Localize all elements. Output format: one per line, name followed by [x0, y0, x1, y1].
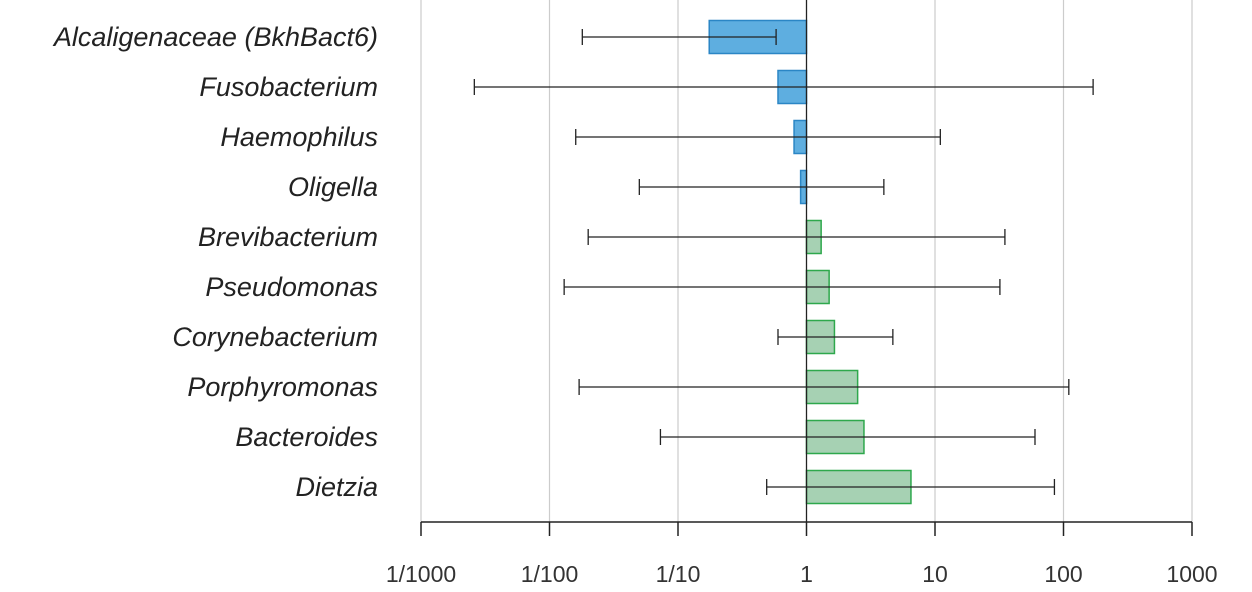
- category-label-2: Haemophilus: [220, 122, 378, 152]
- category-labels: Alcaligenaceae (BkhBact6) Fusobacterium Ha…: [52, 22, 378, 502]
- x-tick-label-4: 10: [922, 561, 948, 587]
- bars: [708, 19, 912, 505]
- error-bar-9: [766, 479, 1056, 495]
- error-bar-5: [563, 279, 1001, 295]
- error-bar-1: [473, 79, 1094, 95]
- error-bar-3: [638, 179, 885, 195]
- category-label-9: Dietzia: [295, 472, 378, 502]
- x-axis: 1/1000 1/100 1/10 1 10 100 1000: [386, 521, 1218, 587]
- error-bar-2: [575, 129, 941, 145]
- category-label-5: Pseudomonas: [205, 272, 378, 302]
- x-tick-label-0: 1/1000: [386, 561, 456, 587]
- error-bar-6: [777, 329, 894, 345]
- category-label-8: Bacteroides: [235, 422, 378, 452]
- category-label-3: Oligella: [288, 172, 378, 202]
- category-label-7: Porphyromonas: [187, 372, 378, 402]
- category-label-6: Corynebacterium: [172, 322, 378, 352]
- category-label-4: Brevibacterium: [198, 222, 378, 252]
- category-label-1: Fusobacterium: [199, 72, 378, 102]
- x-tick-label-3: 1: [800, 561, 813, 587]
- x-tick-label-1: 1/100: [521, 561, 579, 587]
- error-bar-0: [581, 29, 777, 45]
- error-bar-8: [659, 429, 1036, 445]
- x-tick-label-5: 100: [1044, 561, 1082, 587]
- category-label-0: Alcaligenaceae (BkhBact6): [52, 22, 378, 52]
- x-tick-label-6: 1000: [1166, 561, 1217, 587]
- error-bars: [473, 29, 1094, 495]
- error-bar-7: [578, 379, 1070, 395]
- x-tick-label-2: 1/10: [656, 561, 701, 587]
- error-bar-4: [587, 229, 1006, 245]
